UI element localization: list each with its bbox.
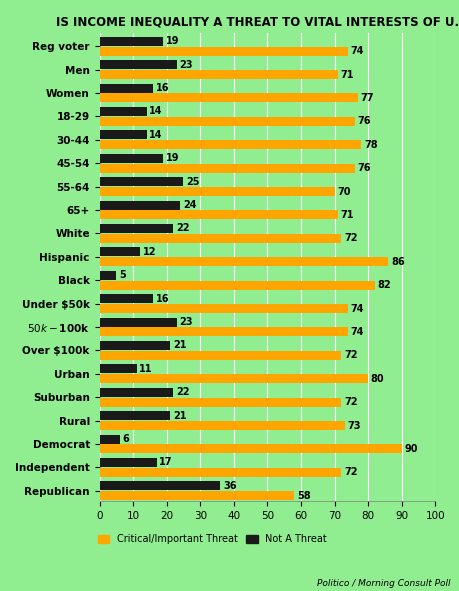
- Text: 16: 16: [156, 294, 169, 304]
- Text: 74: 74: [350, 46, 364, 56]
- Bar: [100, 210, 337, 219]
- Bar: [100, 444, 401, 453]
- Bar: [100, 411, 170, 420]
- Text: Politico / Morning Consult Poll: Politico / Morning Consult Poll: [317, 579, 450, 588]
- Bar: [100, 70, 337, 79]
- Bar: [100, 351, 341, 360]
- Bar: [100, 468, 341, 477]
- Bar: [100, 131, 146, 139]
- Text: 14: 14: [149, 130, 162, 140]
- Bar: [100, 93, 357, 102]
- Text: 14: 14: [149, 106, 162, 116]
- Bar: [100, 294, 153, 303]
- Text: 71: 71: [340, 210, 353, 220]
- Text: 72: 72: [343, 233, 357, 243]
- Bar: [100, 224, 173, 233]
- Text: 23: 23: [179, 60, 192, 70]
- Text: 73: 73: [347, 421, 360, 430]
- Bar: [100, 491, 294, 500]
- Title: IS INCOME INEQUALITY A THREAT TO VITAL INTERESTS OF U.S.?: IS INCOME INEQUALITY A THREAT TO VITAL I…: [56, 15, 459, 28]
- Text: 77: 77: [360, 93, 373, 103]
- Bar: [100, 154, 163, 163]
- Text: 17: 17: [159, 457, 173, 467]
- Bar: [100, 434, 119, 443]
- Text: 82: 82: [377, 280, 390, 290]
- Bar: [100, 398, 341, 407]
- Bar: [100, 317, 176, 327]
- Legend: Critical/Important Threat, Not A Threat: Critical/Important Threat, Not A Threat: [97, 534, 326, 544]
- Text: 22: 22: [176, 387, 189, 397]
- Text: 74: 74: [350, 304, 364, 313]
- Text: 23: 23: [179, 317, 192, 327]
- Text: 80: 80: [370, 374, 384, 384]
- Text: 19: 19: [166, 36, 179, 46]
- Text: 25: 25: [186, 177, 199, 187]
- Text: 22: 22: [176, 223, 189, 233]
- Text: 11: 11: [139, 364, 152, 374]
- Bar: [100, 341, 170, 350]
- Bar: [100, 281, 374, 290]
- Bar: [100, 177, 183, 186]
- Text: 19: 19: [166, 153, 179, 163]
- Bar: [100, 388, 173, 397]
- Text: 72: 72: [343, 397, 357, 407]
- Text: 5: 5: [119, 270, 126, 280]
- Bar: [100, 327, 347, 336]
- Bar: [100, 458, 157, 467]
- Bar: [100, 365, 136, 374]
- Bar: [100, 117, 354, 126]
- Bar: [100, 47, 347, 56]
- Text: 74: 74: [350, 327, 364, 337]
- Bar: [100, 60, 176, 69]
- Bar: [100, 140, 361, 149]
- Bar: [100, 271, 116, 280]
- Text: 16: 16: [156, 83, 169, 93]
- Text: 21: 21: [173, 340, 186, 350]
- Text: 72: 72: [343, 467, 357, 478]
- Bar: [100, 187, 334, 196]
- Bar: [100, 374, 367, 383]
- Bar: [100, 257, 387, 266]
- Text: 21: 21: [173, 411, 186, 421]
- Text: 24: 24: [182, 200, 196, 210]
- Text: 12: 12: [142, 247, 156, 257]
- Bar: [100, 248, 140, 256]
- Text: 71: 71: [340, 70, 353, 80]
- Text: 6: 6: [122, 434, 129, 444]
- Text: 70: 70: [336, 187, 350, 197]
- Text: 86: 86: [390, 256, 403, 267]
- Bar: [100, 84, 153, 93]
- Text: 76: 76: [357, 163, 370, 173]
- Bar: [100, 164, 354, 173]
- Text: 36: 36: [223, 481, 236, 491]
- Bar: [100, 421, 344, 430]
- Bar: [100, 482, 220, 491]
- Bar: [100, 304, 347, 313]
- Bar: [100, 200, 180, 210]
- Text: 76: 76: [357, 116, 370, 126]
- Text: 78: 78: [363, 139, 377, 150]
- Bar: [100, 107, 146, 116]
- Text: 90: 90: [403, 444, 417, 454]
- Text: 72: 72: [343, 350, 357, 361]
- Text: 58: 58: [296, 491, 310, 501]
- Bar: [100, 234, 341, 243]
- Bar: [100, 37, 163, 46]
